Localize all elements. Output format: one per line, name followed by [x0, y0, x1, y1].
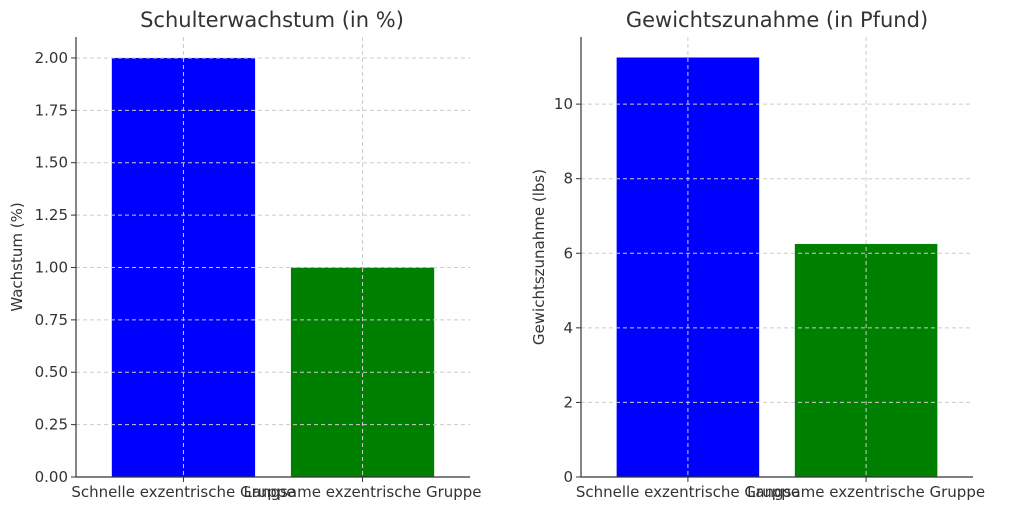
y-axis-label: Gewichtszunahme (lbs) [530, 169, 548, 345]
y-tick-label: 1.25 [35, 206, 68, 224]
y-tick-label: 0 [563, 468, 573, 486]
y-tick-label: 0.75 [35, 311, 68, 329]
bar-fast-eccentric [616, 57, 760, 477]
y-tick-label: 1.50 [35, 154, 68, 172]
chart-weight-gain: 0 2 4 6 8 10 Schnelle exzentrische GruppeLangs… [530, 8, 985, 501]
y-tick-label: 2.00 [35, 49, 68, 67]
y-tick-label: 2 [563, 393, 573, 411]
chart-shoulder-growth: 0.00 0.25 0.50 0.75 1.00 1.25 1.50 1.75 2.00 Schn… [8, 8, 482, 501]
y-tick-label: 4 [563, 319, 573, 337]
y-tick-label: 8 [563, 170, 573, 188]
y-tick-label: 0.00 [35, 468, 68, 486]
x-tick-label: Schnelle exzentrische Gruppe [576, 483, 800, 501]
y-tick-label: 1.00 [35, 258, 68, 276]
x-tick-label: Langsame exzentrische Gruppe [244, 483, 482, 501]
chart-title: Gewichtszunahme (in Pfund) [626, 8, 928, 32]
y-tick-label: 0.25 [35, 416, 68, 434]
y-tick-label: 10 [554, 95, 573, 113]
x-tick-label: Schnelle exzentrische Gruppe [71, 483, 295, 501]
chart-title: Schulterwachstum (in %) [140, 8, 404, 32]
x-tick-label: Langsame exzentrische Gruppe [747, 483, 985, 501]
y-tick-label: 0.50 [35, 363, 68, 381]
y-tick-label: 6 [563, 244, 573, 262]
y-tick-label: 1.75 [35, 101, 68, 119]
y-axis-label: Wachstum (%) [8, 202, 26, 311]
